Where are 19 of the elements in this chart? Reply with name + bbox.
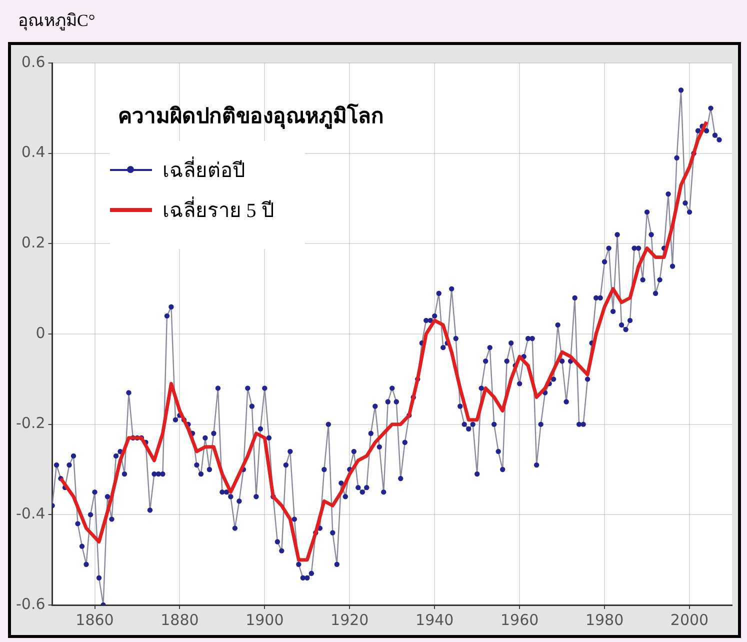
x-tick-label: 1980: [585, 610, 624, 629]
legend-label: เฉลี่ยราย 5 ปี: [162, 196, 274, 224]
x-tick-label: 1860: [76, 610, 114, 629]
x-tick-label: 1940: [416, 610, 454, 629]
y-tick-label: 0.4: [21, 143, 46, 162]
x-tick-label: 1920: [330, 610, 369, 629]
text: ความผิดปกติของอุณหภูมิโลก: [118, 102, 384, 131]
legend-label: เฉลี่ยต่อปี: [162, 156, 246, 184]
y-tick-label: 0: [36, 324, 46, 342]
x-tick-label: 1880: [160, 610, 199, 629]
x-tick-label: 2000: [670, 610, 709, 629]
y-tick-label: 0.2: [21, 234, 46, 252]
y-axis-title: อุณหภูมิC°: [18, 10, 96, 32]
x-tick-label: 1900: [246, 610, 284, 629]
y-tick-label: -0.4: [16, 504, 46, 523]
x-tick-label: 1960: [500, 610, 539, 629]
y-tick-label: -0.6: [16, 594, 46, 613]
y-tick-label: -0.2: [16, 414, 46, 432]
y-tick-label: 0.6: [21, 52, 46, 71]
